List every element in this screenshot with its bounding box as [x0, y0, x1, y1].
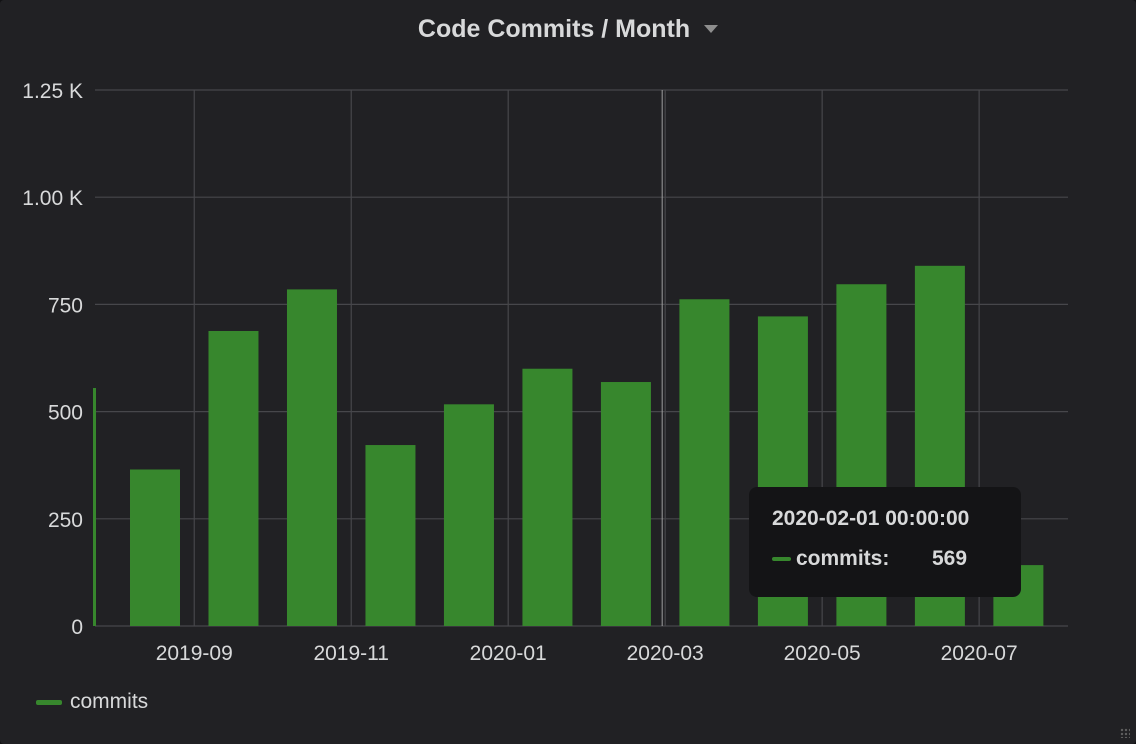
resize-handle[interactable]	[1120, 728, 1130, 738]
bar-2020-02[interactable]	[600, 382, 651, 626]
tooltip-time: 2020-02-01 00:00:00	[772, 507, 970, 530]
bar-2020-03[interactable]	[679, 299, 730, 626]
bar-2019-12[interactable]	[443, 404, 494, 626]
y-tick-label: 0	[71, 616, 83, 639]
bar-2019-08[interactable]	[130, 469, 180, 626]
y-tick-label: 1.25 K	[22, 80, 83, 103]
x-tick-label: 2019-09	[156, 642, 233, 665]
legend-item-commits[interactable]: commits	[36, 690, 148, 714]
bars	[93, 265, 1044, 626]
legend-swatch	[36, 699, 62, 705]
panel-title[interactable]: Code Commits / Month	[417, 14, 691, 43]
tooltip-series-name: commits:	[796, 547, 890, 570]
x-tick-label: 2020-03	[627, 642, 704, 665]
x-tick-label: 2020-05	[784, 642, 861, 665]
bar-2020-01[interactable]	[522, 368, 573, 626]
y-tick-label: 250	[48, 509, 83, 532]
bar-2019-09[interactable]	[208, 330, 259, 626]
bar-2019-10[interactable]	[286, 289, 337, 626]
x-tick-label: 2020-01	[470, 642, 547, 665]
hover-tooltip: 2020-02-01 00:00:00 commits: 569	[749, 487, 1021, 597]
legend-label[interactable]: commits	[70, 690, 149, 713]
y-axis: 0 250 500 750 1.00 K 1.25 K	[22, 80, 83, 639]
y-tick-label: 500	[48, 402, 83, 425]
bar-clipped-edge	[93, 388, 96, 626]
chevron-down-icon[interactable]	[704, 25, 719, 33]
x-tick-label: 2019-11	[313, 642, 389, 665]
y-tick-label: 750	[48, 294, 83, 317]
y-tick-label: 1.00 K	[22, 187, 83, 210]
tooltip-row: commits: 569	[772, 547, 1021, 571]
tooltip-series-swatch	[772, 557, 791, 561]
tooltip-value: 569	[932, 547, 968, 570]
bar-2019-11[interactable]	[365, 445, 416, 626]
x-axis: 2019-09 2019-11 2020-01 2020-03 2020-05 2020-…	[156, 642, 1018, 665]
panel-header[interactable]: Code Commits / Month	[0, 0, 1136, 58]
x-tick-label: 2020-07	[941, 642, 1018, 665]
